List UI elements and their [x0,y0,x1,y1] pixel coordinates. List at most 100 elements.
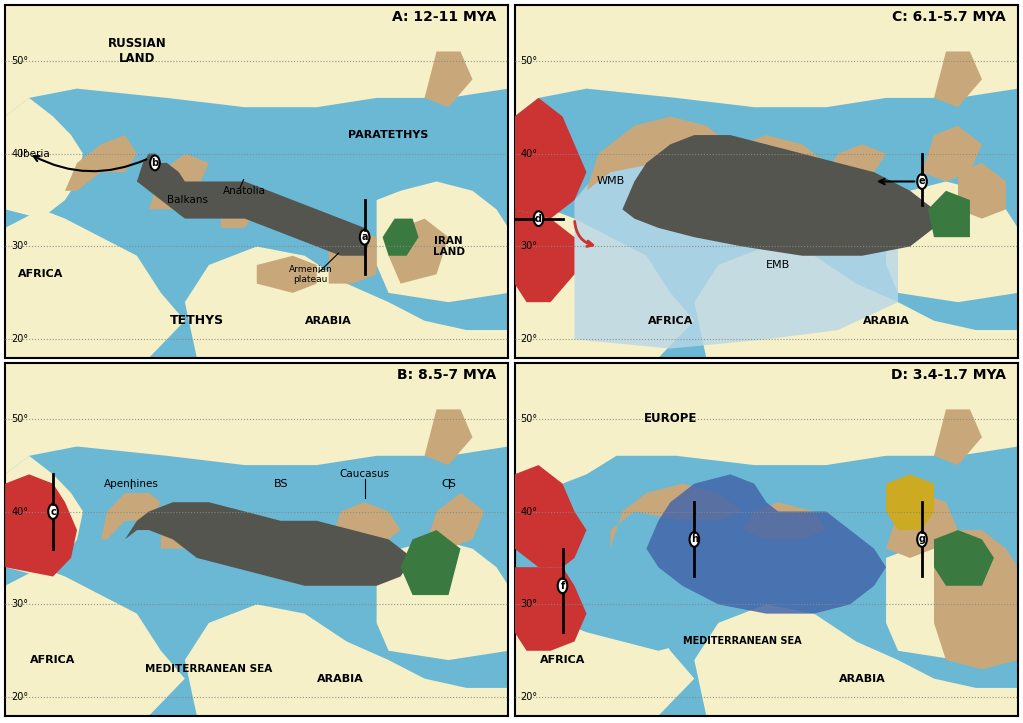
Polygon shape [886,493,958,558]
Text: EMB: EMB [766,260,791,270]
Text: RUSSIAN
LAND: RUSSIAN LAND [107,38,167,66]
Polygon shape [515,363,1018,521]
Polygon shape [622,135,934,256]
Polygon shape [376,539,508,660]
Polygon shape [5,210,185,358]
Polygon shape [149,153,209,210]
Polygon shape [575,153,898,348]
Polygon shape [185,247,508,358]
Text: Iberia: Iberia [20,149,50,158]
Text: h: h [691,534,698,544]
Polygon shape [827,145,886,181]
Polygon shape [922,126,982,181]
Polygon shape [928,191,970,237]
Polygon shape [425,409,473,465]
Polygon shape [695,604,1018,716]
Text: AFRICA: AFRICA [31,655,76,665]
Polygon shape [515,210,575,302]
Polygon shape [515,98,586,218]
Polygon shape [695,247,1018,358]
Polygon shape [125,502,412,586]
Text: 20°: 20° [11,334,29,344]
Text: 20°: 20° [521,334,538,344]
Polygon shape [886,474,934,530]
Polygon shape [647,474,886,614]
Polygon shape [137,163,370,256]
Circle shape [150,155,160,171]
Text: Apennines: Apennines [103,479,159,489]
Polygon shape [185,604,508,716]
Polygon shape [328,502,401,558]
Polygon shape [401,530,460,595]
Polygon shape [221,191,257,228]
Text: AFRICA: AFRICA [540,655,585,665]
Text: e: e [919,176,926,187]
Polygon shape [515,568,586,651]
Polygon shape [161,502,209,549]
Circle shape [918,174,927,189]
Polygon shape [886,539,1018,660]
Text: f: f [561,581,565,591]
Text: 30°: 30° [11,599,28,609]
Text: 20°: 20° [11,692,29,702]
Text: EUROPE: EUROPE [643,412,697,425]
Text: Armenian
plateau: Armenian plateau [288,265,332,284]
Text: Anatolia: Anatolia [223,186,266,196]
Polygon shape [376,181,508,302]
Text: D: 3.4-1.7 MYA: D: 3.4-1.7 MYA [891,367,1006,382]
Text: TETHYS: TETHYS [170,315,224,328]
Text: 30°: 30° [521,599,537,609]
Text: ARABIA: ARABIA [839,674,886,684]
Text: AFRICA: AFRICA [18,270,63,279]
Text: d: d [535,213,542,223]
Polygon shape [5,455,83,576]
Text: 50°: 50° [11,414,29,424]
Text: MEDITERRANEAN SEA: MEDITERRANEAN SEA [145,664,272,675]
Polygon shape [328,228,376,283]
Polygon shape [730,135,827,181]
Polygon shape [383,218,418,256]
Text: ARABIA: ARABIA [862,316,909,326]
Polygon shape [389,218,448,283]
Text: B: 8.5-7 MYA: B: 8.5-7 MYA [397,367,496,382]
Circle shape [690,532,699,547]
Polygon shape [257,256,317,293]
Text: IRAN
LAND: IRAN LAND [433,236,464,257]
Polygon shape [5,5,508,116]
Circle shape [48,504,58,519]
Text: 50°: 50° [521,414,538,424]
Polygon shape [586,116,730,191]
Text: A: 12-11 MYA: A: 12-11 MYA [392,9,496,24]
Polygon shape [550,511,718,651]
Polygon shape [934,409,982,465]
Text: 40°: 40° [521,507,537,516]
Polygon shape [101,493,161,539]
Text: WMB: WMB [596,176,625,187]
Text: c: c [50,507,56,516]
Text: ARABIA: ARABIA [305,316,352,326]
Text: a: a [361,232,368,242]
Circle shape [558,578,568,593]
Polygon shape [515,5,1018,116]
Text: C: 6.1-5.7 MYA: C: 6.1-5.7 MYA [892,9,1006,24]
Text: CS: CS [441,479,456,489]
Polygon shape [743,502,827,539]
Polygon shape [934,51,982,107]
Circle shape [360,230,369,244]
Polygon shape [934,530,1018,669]
Text: 30°: 30° [11,241,28,252]
Text: 40°: 40° [11,507,28,516]
Circle shape [918,532,927,547]
Polygon shape [5,474,77,576]
Polygon shape [5,363,508,474]
Polygon shape [611,484,743,549]
Text: Caucasus: Caucasus [340,469,390,479]
Polygon shape [425,493,485,549]
Text: 40°: 40° [11,149,28,158]
Polygon shape [5,568,185,716]
Polygon shape [934,530,994,586]
Text: ARABIA: ARABIA [317,674,364,684]
Polygon shape [425,51,473,107]
Polygon shape [515,568,695,716]
Text: 50°: 50° [521,56,538,66]
